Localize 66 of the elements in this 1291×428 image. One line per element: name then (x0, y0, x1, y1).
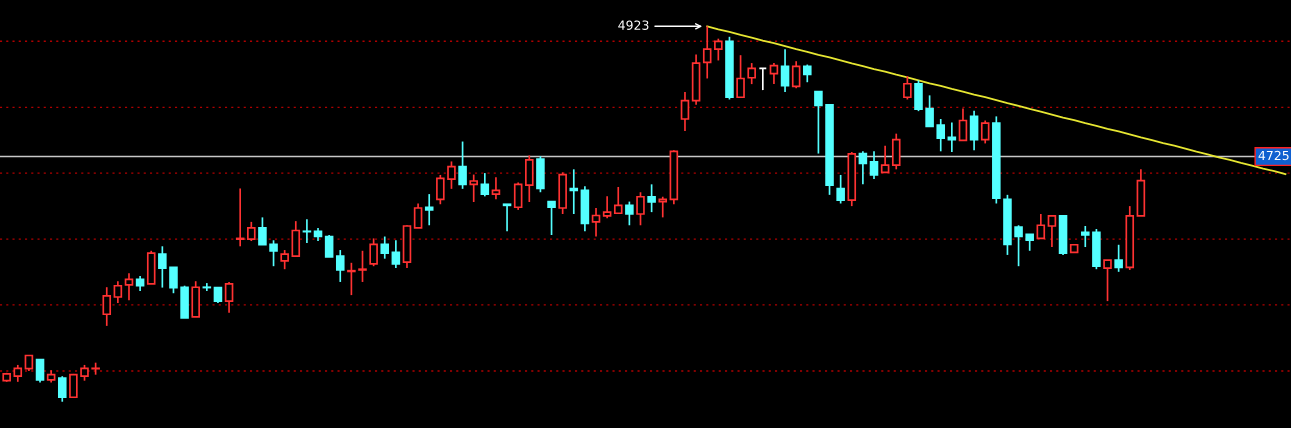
candlestick (613, 186, 623, 215)
candlestick (680, 91, 690, 132)
candlestick (836, 174, 845, 205)
candlestick (602, 195, 612, 219)
candlestick (1114, 243, 1123, 273)
candlestick (647, 183, 656, 213)
annotation: 4725 (1258, 150, 1289, 161)
candlestick (413, 202, 423, 229)
candlestick (502, 203, 512, 233)
candlestick (1014, 224, 1023, 268)
candlestick (302, 218, 312, 244)
candlestick (202, 282, 212, 292)
candlestick (391, 239, 401, 269)
candlestick (513, 181, 523, 211)
candlestick (369, 237, 378, 268)
candlestick (1103, 259, 1112, 302)
candlestick (124, 272, 134, 302)
candlestick (469, 173, 478, 203)
candlestick (791, 60, 801, 90)
candlestick (1036, 213, 1046, 240)
candlestick (591, 207, 601, 238)
candlestick (224, 281, 234, 314)
candlestick (436, 174, 445, 206)
candlestick (347, 261, 356, 296)
candlestick (1081, 225, 1090, 248)
candlestick (35, 358, 45, 384)
candlestick (936, 118, 946, 153)
candlestick (158, 245, 167, 289)
candlestick (380, 235, 390, 260)
candlestick (858, 150, 868, 186)
candlestick (880, 144, 890, 174)
candlestick (980, 119, 990, 145)
candlestick (714, 37, 723, 62)
candlestick (447, 160, 456, 190)
candlestick (169, 266, 178, 295)
candlestick (780, 48, 790, 93)
candlestick (903, 75, 912, 101)
candlestick (569, 168, 579, 215)
candlestick (958, 107, 968, 142)
candlestick (280, 249, 289, 271)
candlestick (869, 150, 879, 180)
candlestick (247, 221, 256, 242)
candlestick (1047, 214, 1057, 248)
candlestick (358, 249, 367, 283)
candlestick (814, 90, 823, 155)
candlestick (636, 191, 645, 227)
candlestick (547, 200, 556, 236)
candlestick (258, 216, 267, 246)
candlestick (458, 140, 467, 190)
candlestick (491, 176, 501, 201)
candlestick (969, 109, 979, 152)
annotation: 4923 (618, 20, 649, 30)
candlestick (747, 62, 756, 85)
candlestick (57, 375, 67, 403)
candlestick (102, 286, 112, 327)
candlestick (113, 280, 123, 304)
candlestick (702, 25, 712, 80)
candlestick (335, 249, 345, 283)
candlestick (269, 239, 278, 268)
candlestick (925, 94, 934, 128)
candlestick (625, 200, 634, 227)
candlestick (480, 172, 490, 198)
candlestick (736, 54, 745, 99)
candlestick (769, 62, 779, 85)
candlestick (324, 234, 334, 258)
candlestick (424, 193, 434, 227)
